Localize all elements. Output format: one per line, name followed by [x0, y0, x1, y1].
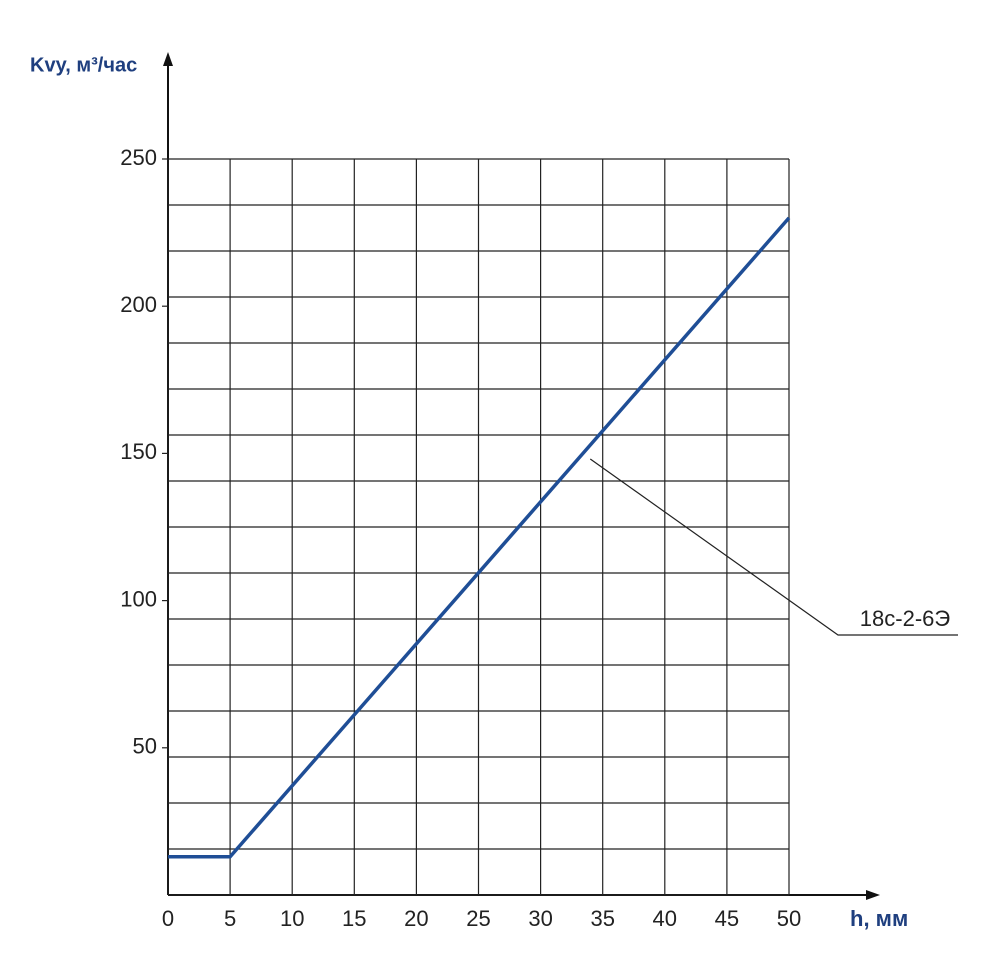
y-tick-label: 150: [120, 439, 157, 464]
x-arrow: [866, 890, 880, 900]
x-tick-label: 20: [404, 906, 428, 931]
x-tick-label: 25: [466, 906, 490, 931]
y-axis-title: Kvy, м³/час: [30, 54, 137, 76]
y-tick-label: 50: [133, 734, 157, 759]
x-tick-label: 15: [342, 906, 366, 931]
series-label: 18с-2-6Э: [860, 606, 951, 631]
x-tick-label: 0: [162, 906, 174, 931]
y-tick-label: 100: [120, 586, 157, 611]
x-tick-label: 5: [224, 906, 236, 931]
x-tick-label: 45: [715, 906, 739, 931]
x-axis-title: h, мм: [850, 906, 908, 931]
y-arrow: [163, 52, 173, 66]
y-tick-label: 250: [120, 145, 157, 170]
x-tick-label: 30: [528, 906, 552, 931]
y-tick-label: 200: [120, 292, 157, 317]
x-tick-label: 40: [653, 906, 677, 931]
x-tick-label: 10: [280, 906, 304, 931]
data-line: [168, 216, 791, 859]
x-tick-label: 50: [777, 906, 801, 931]
leader-line: [589, 458, 958, 636]
x-tick-label: 35: [590, 906, 614, 931]
